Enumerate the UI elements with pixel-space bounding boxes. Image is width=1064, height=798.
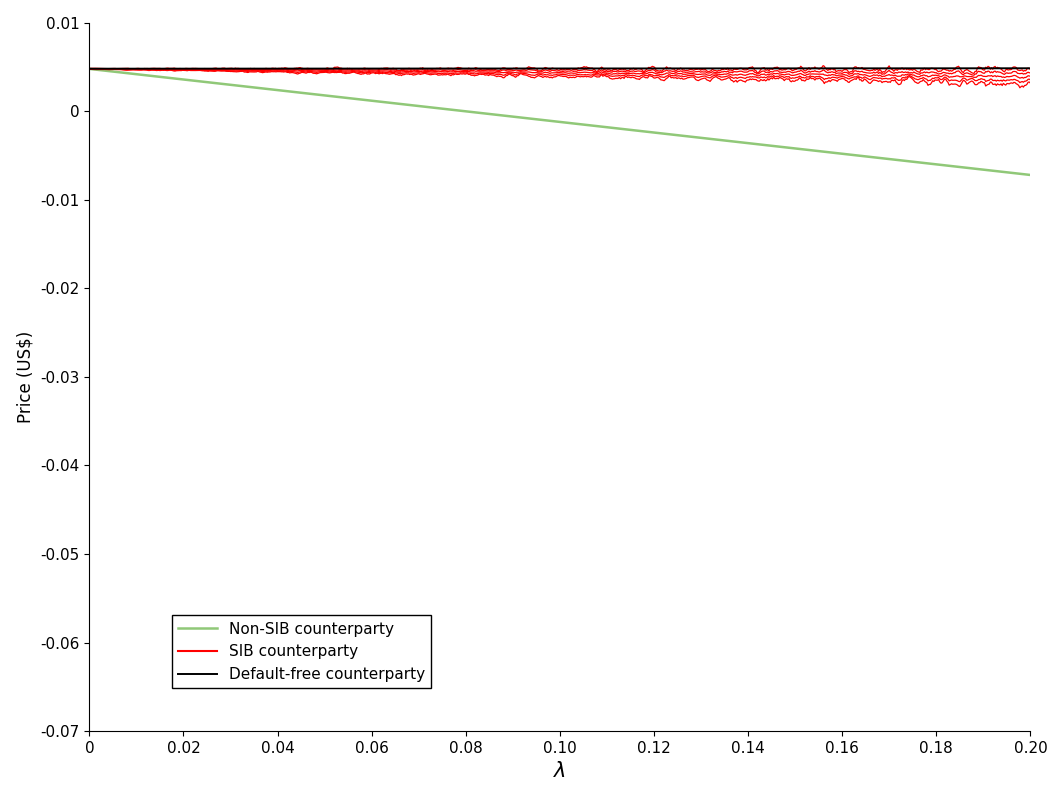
Non-SIB counterparty bbox=[83, 64, 96, 73]
Non-SIB counterparty bbox=[630, 126, 643, 136]
Default-free counterparty bbox=[140, 64, 153, 73]
Y-axis label: Price (US$): Price (US$) bbox=[17, 330, 35, 423]
Non-SIB counterparty bbox=[894, 156, 907, 165]
Non-SIB counterparty bbox=[1024, 170, 1036, 180]
Legend: Non-SIB counterparty, SIB counterparty, Default-free counterparty: Non-SIB counterparty, SIB counterparty, … bbox=[172, 615, 431, 688]
Default-free counterparty bbox=[682, 64, 695, 73]
X-axis label: λ: λ bbox=[553, 761, 566, 781]
Non-SIB counterparty bbox=[140, 70, 153, 80]
Default-free counterparty bbox=[797, 64, 810, 73]
Non-SIB counterparty bbox=[797, 144, 810, 154]
Non-SIB counterparty bbox=[654, 128, 667, 138]
Line: Non-SIB counterparty: Non-SIB counterparty bbox=[89, 69, 1030, 175]
Default-free counterparty bbox=[654, 64, 667, 73]
Default-free counterparty bbox=[1024, 64, 1036, 73]
Default-free counterparty bbox=[630, 64, 643, 73]
Default-free counterparty bbox=[83, 64, 96, 73]
Default-free counterparty bbox=[894, 64, 907, 73]
Non-SIB counterparty bbox=[682, 132, 695, 141]
